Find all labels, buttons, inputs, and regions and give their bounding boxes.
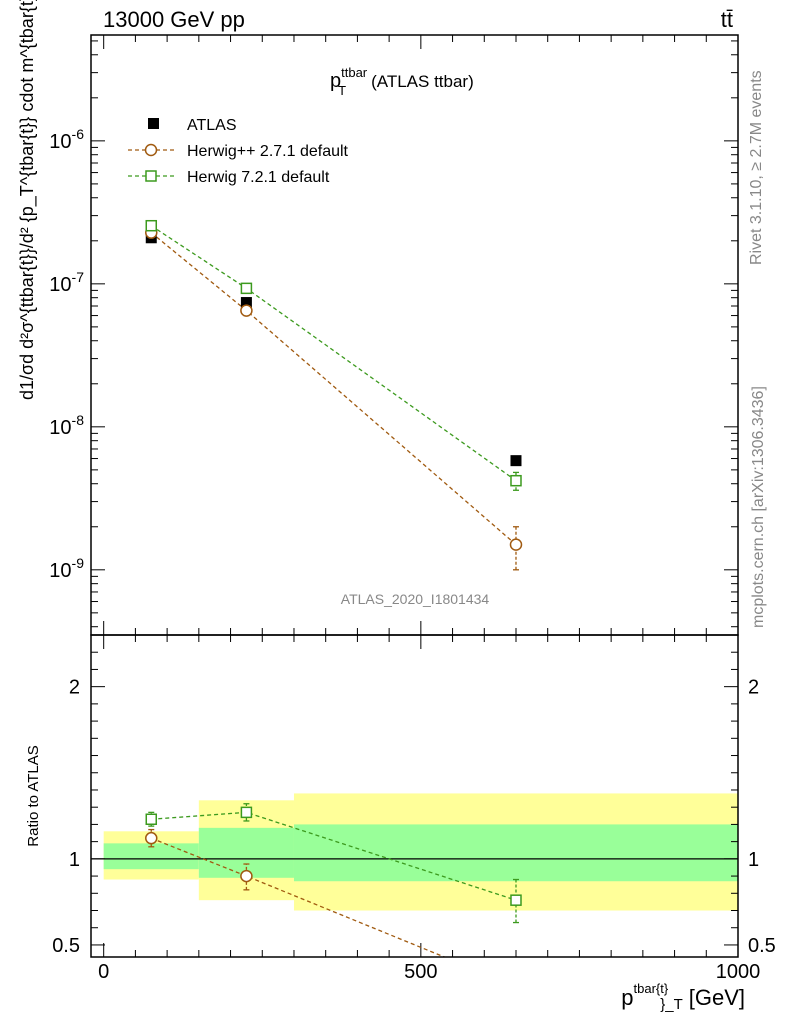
ratio-ytick-label-right: 0.5 [748,935,776,957]
atlas-data-point [510,455,522,467]
header-right-title: tt̄ [721,7,733,32]
main-ytick-label-base: 10 [49,274,71,296]
main-ytick-label-base: 10 [49,131,71,153]
ratio-herwig7-point [145,813,158,825]
legend-herwigpp-label: Herwig++ 2.7.1 default [187,143,349,160]
mcplots-label: mcplots.cern.ch [arXiv:1306.3436] [750,386,767,628]
legend-herwig7-label: Herwig 7.2.1 default [187,169,330,186]
main-series [145,219,523,571]
ratio-xtick-label: 500 [404,961,437,983]
ratio-axis-ticks: 0.5 0.5 1 1 2 2 0 500 1000 [52,634,776,983]
ratio-herwigpp-point [145,831,158,845]
ratio-series-line [151,837,447,957]
main-ytick-label: 10-6 [49,126,84,153]
herwig7-point [240,282,253,295]
ratio-panel: 0.5 0.5 1 1 2 2 0 500 1000 Ratio to ATLAS ptbar{… [25,634,776,1013]
ratio-band-inner [103,843,199,870]
ratio-xtick-label: 0 [98,961,109,983]
ratio-ylabel: Ratio to ATLAS [25,745,42,846]
rivet-label: Rivet 3.1.10, ≥ 2.7M events [748,70,765,265]
herwigpp-point [240,304,253,317]
legend-herwig7-marker [145,170,157,182]
herwigpp-point [509,538,523,551]
main-ytick-label-exp: -8 [72,412,85,428]
ratio-series-group [145,803,522,992]
ratio-herwigpp-point [510,981,521,992]
main-series-line [150,225,517,482]
legend-herwigpp-marker [144,143,158,157]
main-ytick-label: 10-7 [49,269,84,296]
main-title-main: p [330,70,341,92]
ratio-frame [90,634,739,958]
main-ytick-label-base: 10 [49,417,71,439]
ratio-ytick-label-left: 0.5 [52,935,80,957]
legend-atlas-label: ATLAS [187,117,237,134]
ratio-ytick-label-right: 2 [748,677,759,699]
legend: ATLAS Herwig++ 2.7.1 default Herwig 7.2.… [128,117,349,186]
main-ylabel-text: d1/σd d²σ^{ttbar{t}}/d² {p_T^{tbar{t}} c… [17,0,38,400]
ratio-xlabel-main: p [621,985,633,1010]
main-series-line [150,232,517,546]
herwig7-point [145,219,158,232]
ratio-ytick-label-left: 2 [69,677,80,699]
ratio-bands [91,793,738,911]
header-left-title: 13000 GeV pp [103,7,245,32]
ratio-series [145,803,522,992]
ratio-xlabel-sup: tbar{t} [634,981,669,996]
ratio-xlabel-sub: }_T [660,996,683,1013]
main-ytick-label-exp: -7 [72,269,85,285]
ratio-series-line [151,811,517,901]
ratio-ytick-label-left: 1 [69,849,80,871]
main-panel: 10-910-810-710-6 pttbar T (ATLAS ttbar) AT… [17,0,739,636]
main-axis-ticks: 10-910-810-710-6 [49,35,739,635]
herwig7-point [510,474,522,487]
ratio-xtick-label: 1000 [716,961,761,983]
main-ytick-label-exp: -6 [72,126,85,142]
ratio-xlabel-rest: [GeV] [689,985,745,1010]
ratio-xlabel: ptbar{t}}_T [GeV] [621,981,745,1013]
main-ytick-label-base: 10 [49,560,71,582]
main-title: pttbar T (ATLAS ttbar) [330,65,474,98]
main-title-rest: (ATLAS ttbar) [371,72,474,91]
main-ytick-label-exp: -9 [72,555,85,571]
ratio-band-inner [293,824,738,882]
analysis-watermark: ATLAS_2020_I1801434 [341,591,490,607]
atlas-data-point [240,297,252,309]
main-ylabel: d1/σd d²σ^{ttbar{t}}/d² {p_T^{tbar{t}} c… [17,0,38,400]
ratio-herwig7-point [240,806,253,819]
main-ytick-label: 10-8 [49,412,84,439]
legend-atlas-marker [148,118,159,129]
main-title-sub: T [338,83,346,98]
ratio-ytick-label-right: 1 [748,849,759,871]
main-ytick-label: 10-9 [49,555,84,582]
main-title-sup: ttbar [341,65,368,80]
ratio-herwigpp-point [240,869,253,883]
ratio-herwig7-point [510,894,522,906]
